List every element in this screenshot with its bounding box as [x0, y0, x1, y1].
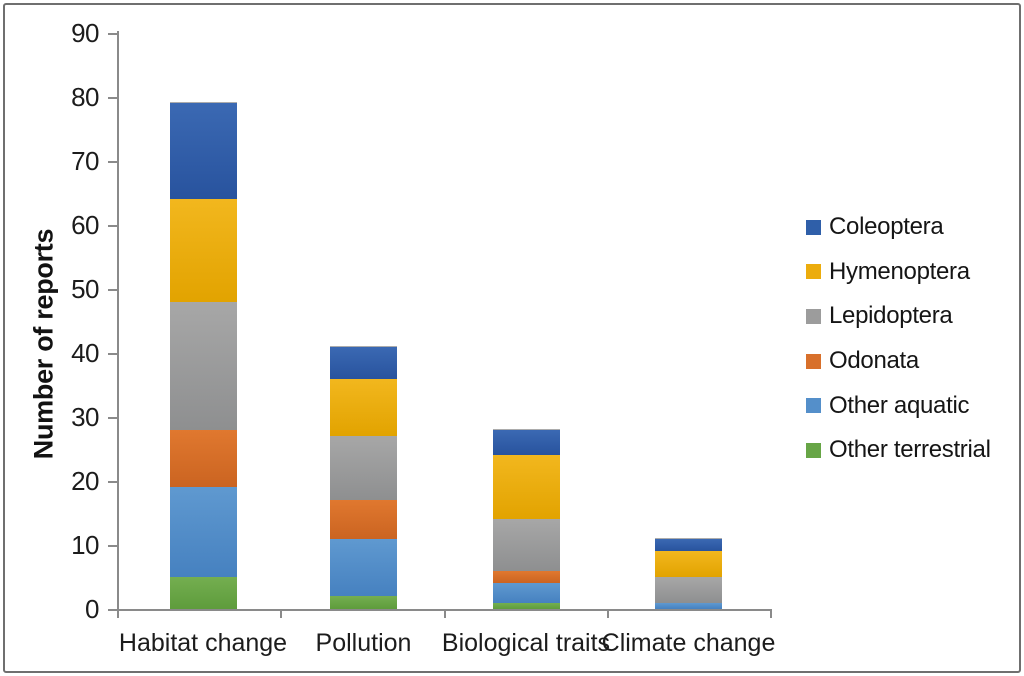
legend-label-other-aquatic: Other aquatic: [829, 391, 970, 419]
y-axis-tick: [108, 161, 117, 163]
bar-segment-odonata: [330, 500, 397, 539]
legend-swatch-odonata: [806, 353, 821, 369]
y-tick-label: 50: [71, 274, 99, 304]
y-tick-label: 30: [71, 402, 99, 432]
bar-segment-other-aquatic: [169, 487, 237, 577]
y-axis-tick: [108, 289, 117, 291]
bar-segment-other-aquatic: [492, 583, 560, 603]
bar-segment-other-terrestrial: [330, 596, 397, 609]
bar-segment-lepidoptera: [655, 577, 722, 603]
bar-segment-odonata: [169, 429, 237, 488]
bar-segment-hymenoptera: [655, 551, 722, 577]
y-tick-label: 0: [85, 594, 99, 624]
bar-segment-lepidoptera: [492, 519, 560, 571]
legend-label-coleoptera: Coleoptera: [829, 213, 944, 241]
x-axis-label-habitat-change: Habitat change: [118, 629, 288, 657]
legend-item-odonata: Odonata: [806, 339, 1018, 384]
y-axis-tick: [108, 545, 117, 547]
legend-swatch-lepidoptera: [806, 308, 821, 324]
bar-segment-hymenoptera: [492, 455, 560, 520]
bar-segment-other-aquatic: [655, 602, 722, 609]
bar-segment-coleoptera: [169, 103, 237, 200]
y-tick-label: 90: [71, 18, 99, 48]
y-axis-line: [117, 31, 119, 611]
bar-segment-other-aquatic: [330, 538, 397, 597]
y-tick-label: 40: [71, 338, 99, 368]
x-axis-tick: [606, 609, 609, 618]
y-axis-tick: [108, 97, 117, 99]
y-axis-tick: [108, 609, 117, 611]
x-axis-label-pollution: Pollution: [315, 629, 412, 657]
legend-swatch-coleoptera: [806, 219, 821, 235]
bar-segment-coleoptera: [492, 429, 560, 456]
legend-swatch-other-aquatic: [806, 398, 821, 414]
y-tick-label: 80: [71, 82, 99, 112]
legend-item-lepidoptera: Lepidoptera: [806, 294, 1018, 339]
bar-segment-hymenoptera: [169, 199, 237, 302]
y-tick-label: 70: [71, 146, 99, 176]
legend-label-odonata: Odonata: [829, 347, 919, 375]
bar-segment-coleoptera: [330, 346, 397, 379]
bar-segment-coleoptera: [655, 538, 722, 552]
bar-segment-lepidoptera: [169, 301, 237, 430]
legend-item-other-aquatic: Other aquatic: [806, 383, 1018, 428]
bar-segment-other-terrestrial: [492, 602, 560, 609]
y-axis-tick: [108, 33, 117, 35]
x-axis-label-biological-traits: Biological traits: [441, 629, 611, 657]
bar-segment-hymenoptera: [330, 378, 397, 437]
bar-segment-odonata: [492, 570, 560, 584]
legend: Coleoptera Hymenoptera Lepidoptera Odonata O…: [806, 205, 1018, 473]
legend-item-hymenoptera: Hymenoptera: [806, 250, 1018, 295]
legend-swatch-other-terrestrial: [806, 442, 821, 458]
x-axis-tick: [117, 609, 119, 618]
x-axis-tick: [770, 609, 772, 618]
bar-segment-other-terrestrial: [169, 577, 237, 609]
legend-item-coleoptera: Coleoptera: [806, 205, 1018, 250]
y-axis-tick: [108, 417, 117, 419]
legend-label-lepidoptera: Lepidoptera: [829, 302, 953, 330]
x-axis-tick: [280, 609, 283, 618]
y-tick-label: 60: [71, 210, 99, 240]
legend-label-hymenoptera: Hymenoptera: [829, 257, 970, 285]
y-axis-tick: [108, 225, 117, 227]
x-axis-tick: [443, 609, 446, 618]
bar-segment-lepidoptera: [330, 436, 397, 501]
y-axis-tick: [108, 481, 117, 483]
y-axis-tick: [108, 353, 117, 355]
legend-item-other-terrestrial: Other terrestrial: [806, 428, 1018, 473]
y-tick-label: 10: [71, 530, 99, 560]
legend-label-other-terrestrial: Other terrestrial: [829, 436, 991, 464]
y-tick-label: 20: [71, 466, 99, 496]
legend-swatch-hymenoptera: [806, 264, 821, 280]
x-axis-label-climate-change: Climate change: [601, 629, 776, 657]
